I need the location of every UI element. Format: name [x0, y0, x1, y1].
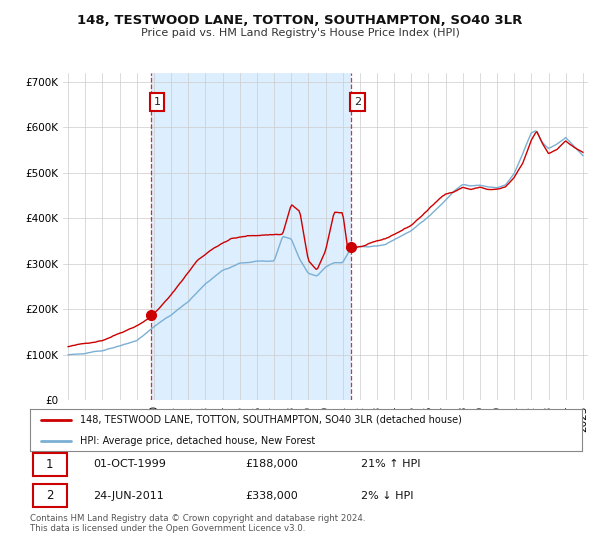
Text: 2: 2 — [46, 489, 53, 502]
Text: 01-OCT-1999: 01-OCT-1999 — [94, 459, 166, 469]
Bar — [33, 452, 67, 475]
Bar — [151, 73, 351, 400]
Text: £338,000: £338,000 — [245, 491, 298, 501]
Text: 1: 1 — [154, 97, 161, 108]
Bar — [33, 484, 67, 507]
Text: £188,000: £188,000 — [245, 459, 298, 469]
Text: 2% ↓ HPI: 2% ↓ HPI — [361, 491, 414, 501]
Text: 24-JUN-2011: 24-JUN-2011 — [94, 491, 164, 501]
Text: 21% ↑ HPI: 21% ↑ HPI — [361, 459, 421, 469]
Text: 148, TESTWOOD LANE, TOTTON, SOUTHAMPTON, SO40 3LR (detached house): 148, TESTWOOD LANE, TOTTON, SOUTHAMPTON,… — [80, 415, 461, 424]
Text: 1: 1 — [46, 458, 53, 470]
Text: HPI: Average price, detached house, New Forest: HPI: Average price, detached house, New … — [80, 436, 315, 446]
Text: Contains HM Land Registry data © Crown copyright and database right 2024.
This d: Contains HM Land Registry data © Crown c… — [30, 514, 365, 534]
Text: 148, TESTWOOD LANE, TOTTON, SOUTHAMPTON, SO40 3LR: 148, TESTWOOD LANE, TOTTON, SOUTHAMPTON,… — [77, 14, 523, 27]
Text: Price paid vs. HM Land Registry's House Price Index (HPI): Price paid vs. HM Land Registry's House … — [140, 28, 460, 38]
Text: 2: 2 — [354, 97, 361, 108]
